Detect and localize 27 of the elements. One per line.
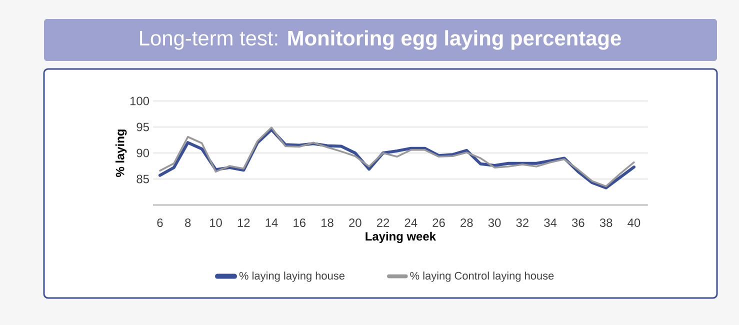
x-tick-label: 24 — [404, 218, 418, 227]
y-tick-label: 95 — [136, 122, 149, 132]
x-tick-label: 16 — [294, 218, 306, 227]
y-axis-title: % laying — [116, 130, 127, 177]
x-tick-label: 8 — [185, 218, 191, 227]
x-tick-label: 12 — [238, 218, 250, 227]
x-tick-label: 26 — [432, 218, 445, 227]
x-tick-label: 14 — [266, 218, 278, 227]
legend-label: % laying laying house — [239, 272, 345, 282]
x-tick-label: 10 — [210, 218, 222, 227]
x-tick-label: 30 — [488, 218, 501, 227]
y-tick-label: 90 — [136, 148, 150, 158]
y-tick-label: 100 — [130, 96, 150, 106]
y-tick-label: 85 — [136, 174, 149, 184]
chart-title: Long-term test: Monitoring egg laying percentage — [140, 30, 621, 50]
x-tick-label: 34 — [544, 218, 557, 227]
x-tick-label: 18 — [322, 218, 334, 227]
legend-label: % laying Control laying house — [410, 272, 554, 282]
x-tick-label: 20 — [349, 218, 362, 227]
x-tick-label: 6 — [157, 218, 163, 227]
x-tick-label: 28 — [460, 218, 473, 227]
x-tick-label: 32 — [516, 218, 528, 227]
x-tick-label: 38 — [600, 218, 612, 227]
x-axis-title: Laying week — [366, 232, 436, 244]
x-tick-label: 36 — [572, 218, 584, 227]
x-tick-label: 22 — [376, 218, 390, 227]
x-tick-label: 40 — [628, 218, 640, 227]
